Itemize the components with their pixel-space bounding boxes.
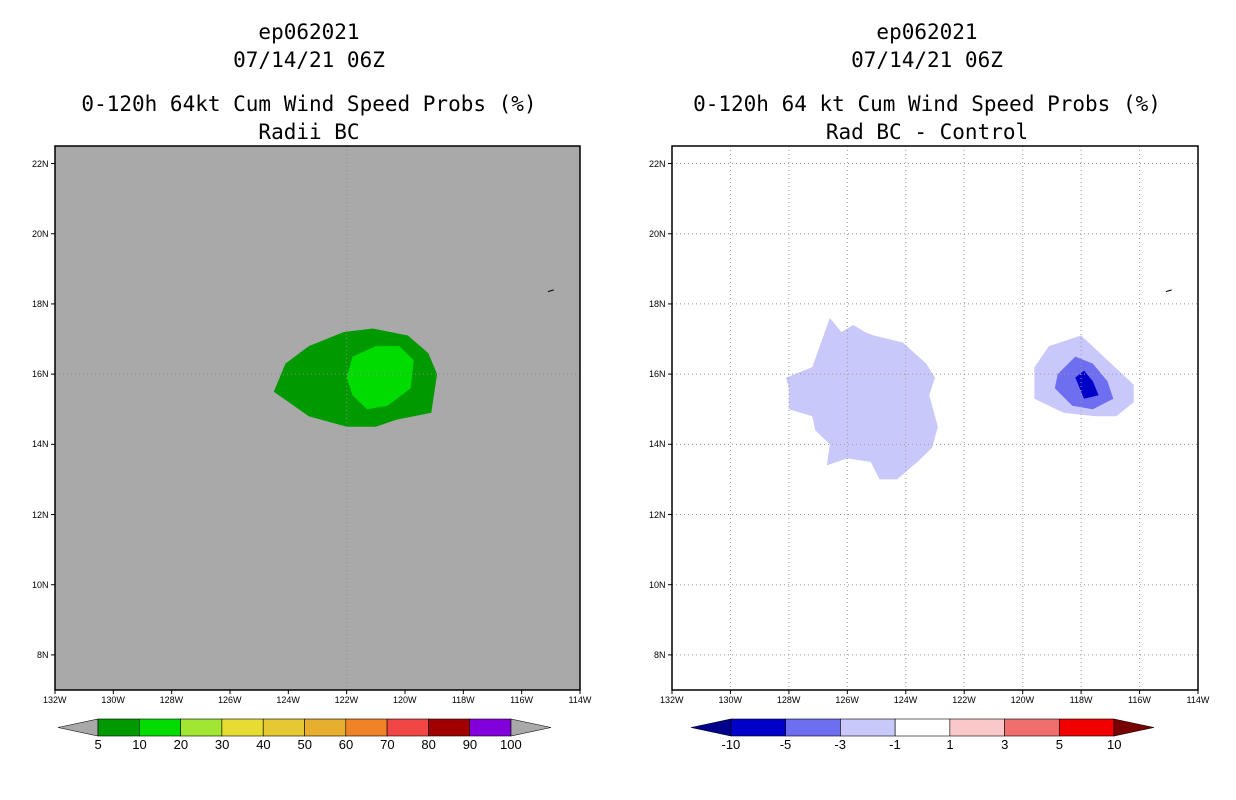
right-lat-label: 18N xyxy=(649,298,666,309)
left-colorbar-label: 70 xyxy=(380,737,395,752)
right-title-storm-id: ep062021 xyxy=(876,20,978,44)
left-map-panel xyxy=(51,145,581,694)
left-lat-label: 10N xyxy=(32,579,49,590)
left-colorbar-label: 10 xyxy=(132,737,147,752)
right-lat-label: 8N xyxy=(654,649,666,660)
right-colorbar-low-arrow xyxy=(690,718,732,737)
left-colorbar-high-arrow xyxy=(510,718,552,737)
right-lat-label: 14N xyxy=(649,439,666,450)
left-lat-label: 8N xyxy=(37,649,49,660)
right-lon-label: 132W xyxy=(660,695,684,705)
left-colorbar-label: 5 xyxy=(94,737,102,752)
left-colorbar-swatch xyxy=(304,718,347,737)
left-lon-label: 124W xyxy=(276,695,300,705)
left-colorbar-swatch xyxy=(386,718,429,737)
right-colorbar-label: -10 xyxy=(721,737,741,752)
left-colorbar-swatch xyxy=(139,718,181,737)
left-lat-label: 20N xyxy=(32,228,49,239)
right-lon-label: 122W xyxy=(952,695,976,705)
left-colorbar-label: 50 xyxy=(297,737,312,752)
right-contour-0 xyxy=(786,318,938,480)
left-colorbar-swatch xyxy=(428,718,470,737)
left-lon-label: 116W xyxy=(510,695,533,705)
left-lon-label: 122W xyxy=(334,695,359,705)
left-lat-label: 14N xyxy=(32,439,49,450)
left-map-frame xyxy=(54,145,581,691)
right-lon-label: 120W xyxy=(1010,695,1035,705)
left-lat-label: 12N xyxy=(32,509,49,520)
left-colorbar-label: 30 xyxy=(214,737,230,752)
right-island-speck xyxy=(1165,289,1172,293)
left-lat-label: 18N xyxy=(32,298,49,309)
right-colorbar-swatch xyxy=(730,718,787,737)
left-colorbar-swatch xyxy=(345,718,388,737)
right-lon-label: 128W xyxy=(776,695,801,705)
right-lat-label: 22N xyxy=(649,158,666,169)
left-lon-label: 130W xyxy=(101,695,125,705)
right-lat-label: 20N xyxy=(649,228,666,239)
left-colorbar-label: 40 xyxy=(256,737,271,752)
right-contour-3 xyxy=(1075,370,1099,399)
right-colorbar-label: 1 xyxy=(946,737,954,752)
right-colorbar-label: 3 xyxy=(1001,737,1009,752)
left-lon-label: 126W xyxy=(218,695,242,705)
right-lon-label: 116W xyxy=(1128,695,1151,705)
right-colorbar-swatch xyxy=(785,718,841,737)
left-colorbar-low-arrow xyxy=(57,718,99,737)
right-map-frame xyxy=(671,145,1199,691)
left-island-speck xyxy=(547,289,554,293)
left-contour-1 xyxy=(346,346,414,410)
left-lat-label: 16N xyxy=(32,369,49,380)
left-title-datetime: 07/14/21 06Z xyxy=(233,48,385,72)
left-lon-label: 128W xyxy=(159,695,184,705)
right-title-subtitle: Rad BC - Control xyxy=(825,120,1029,144)
right-colorbar-swatch xyxy=(894,718,951,737)
right-lon-label: 130W xyxy=(718,695,742,705)
left-colorbar-swatch xyxy=(469,718,512,737)
right-lon-label: 114W xyxy=(1186,695,1210,705)
left-lon-label: 114W xyxy=(568,695,592,705)
left-colorbar-swatch xyxy=(221,718,264,737)
right-lat-label: 16N xyxy=(649,369,666,380)
right-lat-label: 10N xyxy=(649,579,666,590)
right-colorbar-swatch xyxy=(840,718,896,737)
right-lat-label: 12N xyxy=(649,509,666,520)
left-colorbar-label: 80 xyxy=(421,737,436,752)
left-lon-label: 118W xyxy=(451,695,475,705)
right-colorbar-swatch xyxy=(1004,718,1060,737)
right-title-datetime: 07/14/21 06Z xyxy=(851,48,1003,72)
left-colorbar-label: 100 xyxy=(500,737,522,752)
left-colorbar-swatch xyxy=(262,718,305,737)
left-title-subtitle: Radii BC xyxy=(258,120,360,144)
right-colorbar-label: -5 xyxy=(779,737,792,752)
left-colorbar-swatch xyxy=(97,718,140,737)
left-colorbar-label: 20 xyxy=(173,737,189,752)
right-title-product: 0-120h 64 kt Cum Wind Speed Probs (%) xyxy=(693,92,1161,116)
left-title-storm-id: ep062021 xyxy=(258,20,360,44)
right-colorbar-label: 10 xyxy=(1107,737,1122,752)
right-colorbar xyxy=(690,718,1155,737)
left-colorbar-swatch xyxy=(180,718,223,737)
left-colorbar-label: 60 xyxy=(338,737,354,752)
right-map-panel xyxy=(668,145,1199,694)
right-colorbar-high-arrow xyxy=(1113,718,1155,737)
right-lon-label: 126W xyxy=(835,695,859,705)
left-colorbar-label: 90 xyxy=(462,737,478,752)
right-lon-label: 124W xyxy=(893,695,918,705)
right-colorbar-label: 5 xyxy=(1055,737,1064,752)
left-lat-label: 22N xyxy=(32,158,49,169)
right-colorbar-label: -1 xyxy=(889,737,901,752)
right-colorbar-label: -3 xyxy=(834,737,846,752)
right-colorbar-swatch xyxy=(1058,718,1115,737)
left-colorbar xyxy=(57,718,552,737)
left-title-product: 0-120h 64kt Cum Wind Speed Probs (%) xyxy=(81,92,537,116)
left-lon-label: 120W xyxy=(393,695,417,705)
left-lon-label: 132W xyxy=(43,695,67,705)
right-lon-label: 118W xyxy=(1069,695,1093,705)
right-colorbar-swatch xyxy=(949,718,1005,737)
